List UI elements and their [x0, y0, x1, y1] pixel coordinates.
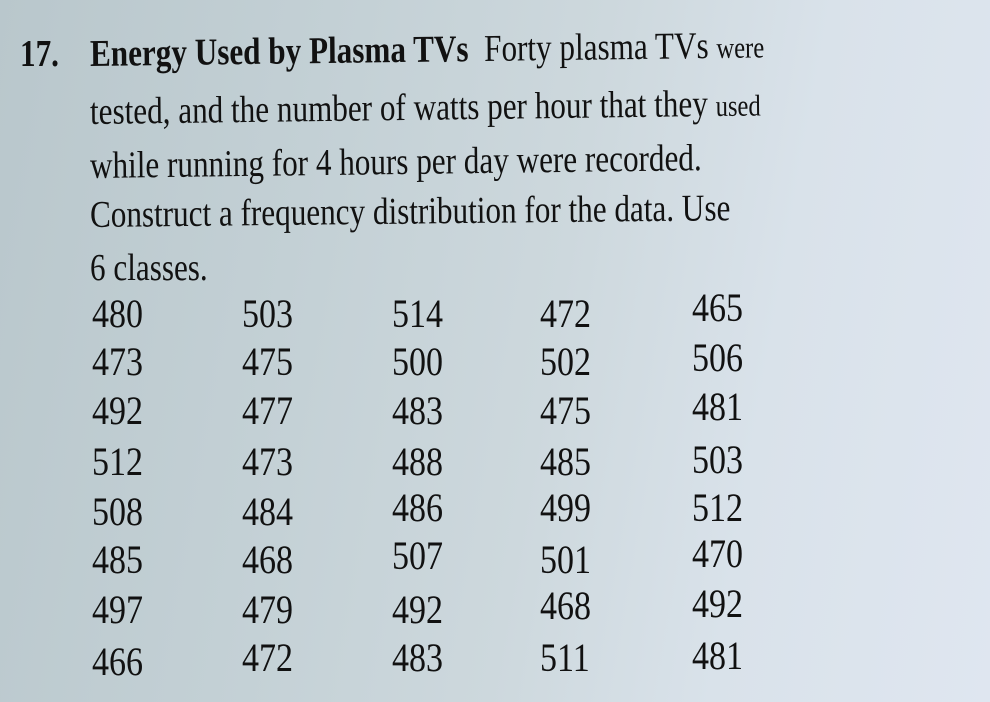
table-cell: 492 — [92, 388, 143, 433]
table-cell: 485 — [540, 439, 591, 484]
problem-text-1a: Forty plasma TVs — [483, 25, 709, 70]
table-row: 466 472 483 511 481 — [80, 633, 780, 686]
problem-text-4: Construct a frequency distribution for t… — [89, 187, 731, 236]
table-row: 512 473 488 485 503 — [80, 437, 780, 486]
table-cell: 508 — [92, 489, 143, 534]
table-cell: 475 — [540, 388, 591, 433]
problem-text-5: 6 classes. — [90, 247, 208, 289]
table-cell: 501 — [540, 537, 591, 582]
table-cell: 477 — [242, 388, 293, 433]
table-cell: 497 — [92, 587, 143, 632]
table-cell: 466 — [92, 639, 143, 684]
problem-line-4: Construct a frequency distribution for t… — [90, 186, 731, 237]
table-cell: 468 — [242, 537, 293, 582]
table-cell: 514 — [392, 291, 443, 336]
table-cell: 465 — [692, 285, 743, 330]
table-cell: 503 — [242, 291, 293, 336]
problem-text-1b: were — [716, 31, 765, 65]
table-cell: 488 — [392, 439, 443, 484]
table-cell: 481 — [692, 633, 743, 678]
table-cell: 485 — [92, 537, 143, 582]
problem-title: Energy Used by Plasma TVs — [89, 28, 469, 75]
problem-text-2a: tested, and the number of watts per hour… — [89, 83, 708, 133]
table-cell: 483 — [392, 635, 443, 680]
table-row: 473 475 500 502 506 — [80, 335, 780, 386]
table-cell: 483 — [392, 388, 443, 433]
table-cell: 500 — [392, 339, 443, 384]
table-cell: 475 — [242, 339, 293, 384]
table-cell: 472 — [540, 291, 591, 336]
data-table: 480 503 514 472 465 473 475 500 502 506 … — [80, 285, 780, 690]
problem-text-3: while running for 4 hours per day were r… — [89, 137, 702, 187]
table-cell: 479 — [242, 587, 293, 632]
table-cell: 484 — [242, 489, 293, 534]
problem-line-2: tested, and the number of watts per hour… — [90, 81, 761, 134]
table-cell: 480 — [92, 291, 143, 336]
table-cell: 473 — [92, 339, 143, 384]
table-cell: 503 — [692, 437, 743, 482]
table-row: 480 503 514 472 465 — [80, 285, 780, 338]
table-cell: 502 — [540, 339, 591, 384]
table-cell: 506 — [692, 335, 743, 380]
table-cell: 492 — [692, 581, 743, 626]
table-cell: 486 — [392, 485, 443, 530]
table-cell: 512 — [692, 485, 743, 530]
problem-line-5: 6 classes. — [90, 246, 208, 290]
problem-line-3: while running for 4 hours per day were r… — [90, 136, 702, 188]
table-row: 485 468 507 501 470 — [80, 531, 780, 584]
table-cell: 507 — [392, 533, 443, 578]
table-cell: 468 — [540, 583, 591, 628]
table-cell: 472 — [242, 635, 293, 680]
table-cell: 499 — [540, 485, 591, 530]
table-cell: 470 — [692, 531, 743, 576]
problem-line-1: Energy Used by Plasma TVs Forty plasma T… — [90, 23, 765, 76]
table-cell: 473 — [242, 439, 293, 484]
problem-number: 17. — [20, 33, 59, 75]
table-row: 497 479 492 468 492 — [80, 581, 780, 634]
table-cell: 481 — [692, 384, 743, 429]
table-row: 492 477 483 475 481 — [80, 384, 780, 435]
table-row: 508 484 486 499 512 — [80, 485, 780, 536]
problem-text-2b: used — [715, 89, 761, 124]
table-cell: 511 — [540, 635, 590, 680]
table-cell: 492 — [392, 587, 443, 632]
table-cell: 512 — [92, 439, 143, 484]
